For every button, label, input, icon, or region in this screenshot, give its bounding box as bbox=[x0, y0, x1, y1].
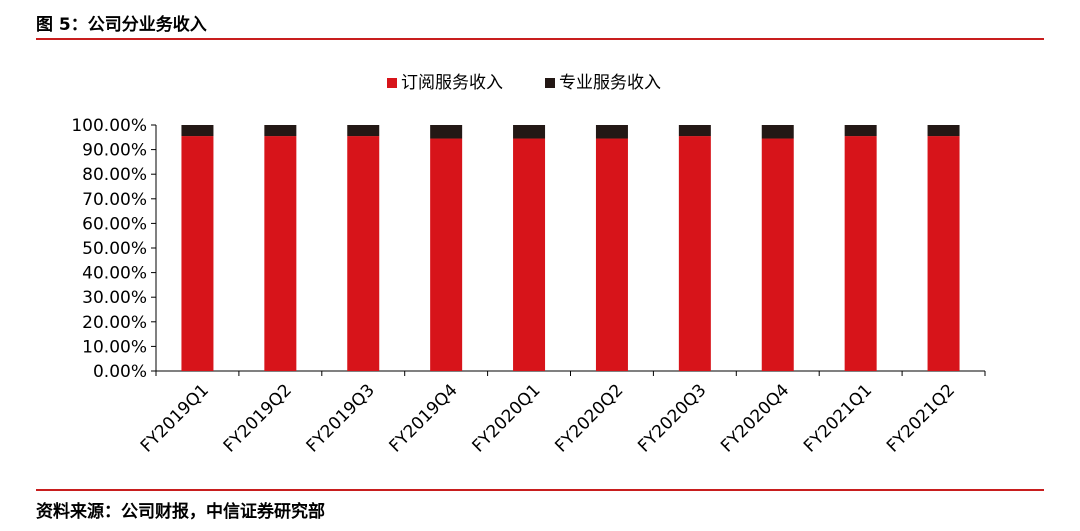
y-tick-label: 90.00% bbox=[82, 141, 147, 161]
bar-subscription bbox=[678, 136, 711, 371]
y-tick-label: 60.00% bbox=[82, 214, 147, 234]
x-tick-label: FY2019Q2 bbox=[220, 380, 296, 456]
bars bbox=[181, 125, 960, 371]
x-tick-label: FY2019Q3 bbox=[303, 380, 379, 456]
bar-subscription bbox=[844, 136, 877, 371]
bar-professional-services bbox=[430, 125, 463, 139]
bar-professional-services bbox=[513, 125, 546, 139]
y-tick-label: 70.00% bbox=[82, 190, 147, 210]
legend: 订阅服务收入 专业服务收入 bbox=[387, 73, 661, 93]
bar-professional-services bbox=[927, 125, 960, 137]
x-tick-label: FY2020Q1 bbox=[468, 380, 544, 456]
y-axis: 0.00% 10.00% 20.00% 30.00% 40.00% 50.00% 60.00… bbox=[71, 116, 157, 382]
bar-professional-services bbox=[761, 125, 794, 139]
legend-label: 专业服务收入 bbox=[559, 73, 661, 93]
bar-professional-services bbox=[595, 125, 628, 139]
x-tick-label: FY2019Q1 bbox=[137, 380, 213, 456]
figure-title: 图 5：公司分业务收入 bbox=[36, 15, 207, 35]
bottom-divider bbox=[36, 489, 1044, 491]
y-tick-label: 10.00% bbox=[82, 337, 147, 357]
x-tick-label: FY2019Q4 bbox=[386, 380, 462, 456]
bar-professional-services bbox=[678, 125, 711, 137]
legend-swatch bbox=[387, 78, 397, 88]
y-tick-label: 30.00% bbox=[82, 288, 147, 308]
bar-professional-services bbox=[347, 125, 380, 137]
y-tick-label: 0.00% bbox=[93, 362, 147, 382]
bar-professional-services bbox=[844, 125, 877, 137]
top-divider bbox=[36, 38, 1044, 40]
y-tick-label: 40.00% bbox=[82, 264, 147, 284]
y-tick-label: 20.00% bbox=[82, 313, 147, 333]
bar-subscription bbox=[927, 136, 960, 371]
x-tick-label: FY2020Q2 bbox=[551, 380, 627, 456]
x-tick-label: FY2021Q2 bbox=[883, 380, 959, 456]
x-tick-label: FY2020Q3 bbox=[634, 380, 710, 456]
bar-subscription bbox=[595, 138, 628, 371]
bar-subscription bbox=[347, 136, 380, 371]
legend-label: 订阅服务收入 bbox=[401, 73, 503, 93]
bar-professional-services bbox=[264, 125, 297, 137]
bar-subscription bbox=[264, 136, 297, 371]
x-tick-label: FY2021Q1 bbox=[800, 380, 876, 456]
y-tick-label: 50.00% bbox=[82, 239, 147, 259]
bar-subscription bbox=[430, 138, 463, 371]
x-tick-label: FY2020Q4 bbox=[717, 380, 793, 456]
x-axis: FY2019Q1 FY2019Q2 FY2019Q3 FY2019Q4 FY2020Q1… bbox=[137, 370, 986, 456]
bar-subscription bbox=[761, 138, 794, 371]
legend-swatch bbox=[545, 78, 555, 88]
bar-subscription bbox=[513, 138, 546, 371]
bar-subscription bbox=[181, 136, 214, 371]
bar-professional-services bbox=[181, 125, 214, 137]
y-tick-label: 100.00% bbox=[71, 116, 147, 136]
source-note: 资料来源：公司财报，中信证券研究部 bbox=[36, 502, 325, 522]
y-tick-label: 80.00% bbox=[82, 165, 147, 185]
